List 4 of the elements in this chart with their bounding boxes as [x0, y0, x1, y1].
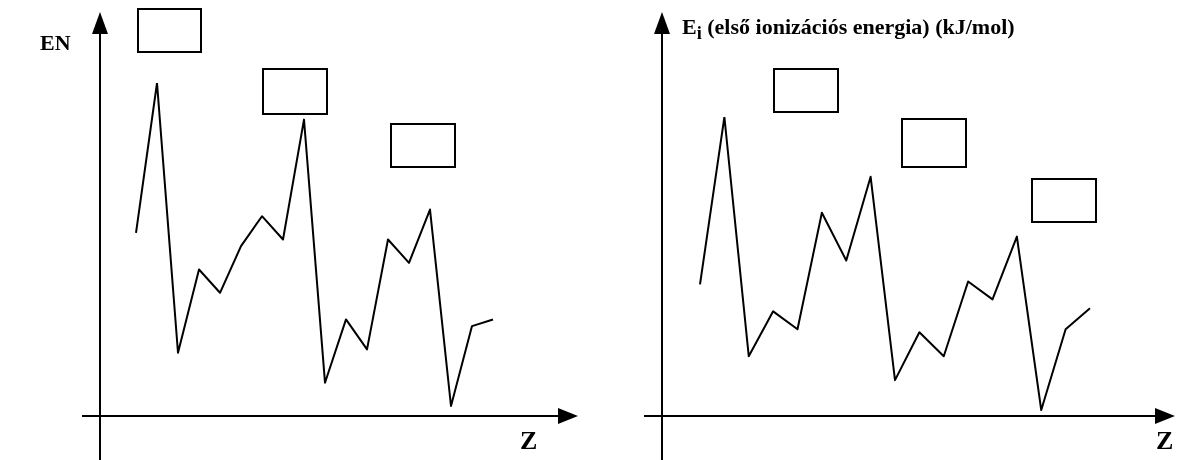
y-axis-title: E$_{i}$ (első ionizációs energia) (kJ/mol) — [682, 14, 1015, 45]
x-axis-title: Z — [1156, 426, 1174, 456]
x-axis-title: Z — [520, 426, 538, 456]
y-axis-title: EN — [40, 30, 71, 56]
